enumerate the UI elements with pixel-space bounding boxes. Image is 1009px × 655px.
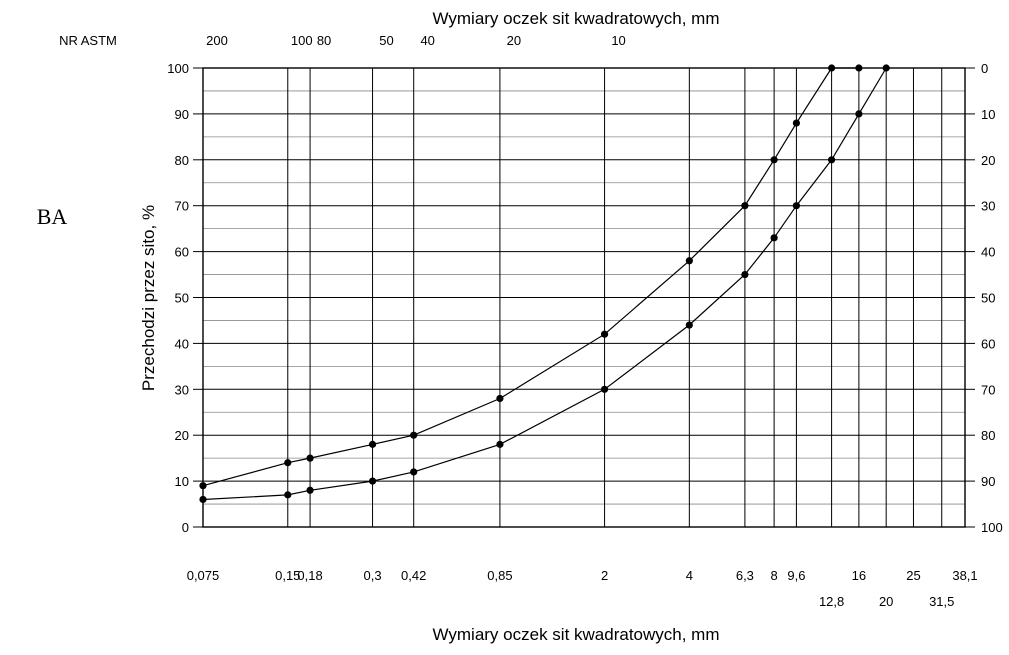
astm-tick-label: 80 [317, 33, 331, 48]
data-point [770, 156, 778, 164]
data-point [496, 440, 504, 448]
y-tick-label: 10 [175, 474, 189, 489]
series-layer [199, 64, 890, 504]
side-label: BA [37, 204, 68, 229]
y-tick-label: 100 [167, 61, 189, 76]
y-tick-label: 50 [175, 291, 189, 306]
data-point [410, 431, 418, 439]
x-tick-label: 0,075 [187, 568, 220, 583]
y-tick-label: 40 [175, 336, 189, 351]
y-right-tick-label: 10 [981, 107, 995, 122]
x-tick-label: 0,15 [275, 568, 300, 583]
data-point [827, 64, 836, 72]
y-right-tick-label: 70 [981, 382, 995, 397]
data-point [199, 482, 207, 490]
data-point [741, 202, 749, 210]
chart-title: Wymiary oczek sit kwadratowych, mm [432, 9, 719, 28]
data-point [284, 491, 292, 499]
x-tick-label: 0,85 [487, 568, 512, 583]
x-tick-label: 9,6 [787, 568, 805, 583]
data-point [306, 454, 314, 462]
y-tick-label: 30 [175, 382, 189, 397]
y-tick-label: 20 [175, 428, 189, 443]
y-tick-label: 60 [175, 245, 189, 260]
plot-frame [202, 67, 966, 528]
data-point [496, 394, 504, 403]
y-tick-label: 70 [175, 199, 189, 214]
data-point [306, 486, 314, 494]
y-right-tick-label: 80 [981, 428, 995, 443]
x-tick-label: 0,42 [401, 568, 426, 583]
data-point [827, 156, 836, 164]
astm-tick-label: 40 [420, 33, 434, 48]
data-point [368, 477, 377, 485]
y-right-tick-label: 60 [981, 336, 995, 351]
x-tick-label: 25 [906, 568, 920, 583]
data-point [685, 321, 693, 329]
data-point [368, 440, 377, 448]
y-right-tick-label: 40 [981, 245, 995, 260]
x-tick-label: 4 [686, 568, 693, 583]
data-point [882, 64, 890, 72]
data-point [741, 270, 749, 279]
x-tick-label-row2: 12,8 [819, 594, 844, 609]
astm-tick-label: 20 [507, 33, 521, 48]
y-right-tick-label: 30 [981, 199, 995, 214]
data-point [855, 110, 863, 118]
data-point [600, 330, 609, 338]
data-point [410, 468, 418, 476]
x-tick-label-row2: 20 [879, 594, 893, 609]
data-point [199, 495, 207, 504]
data-point [284, 459, 292, 467]
data-point [685, 257, 693, 265]
x-tick-label: 2 [601, 568, 608, 583]
y-tick-label: 0 [182, 520, 189, 535]
x-axis-label: Wymiary oczek sit kwadratowych, mm [432, 625, 719, 644]
x-tick-label: 38,1 [952, 568, 977, 583]
data-point [855, 64, 863, 72]
data-point [792, 119, 801, 127]
y-right-tick-label: 100 [981, 520, 1003, 535]
y-axis-label: Przechodzi przez sito, % [139, 205, 158, 391]
y-tick-label: 90 [175, 107, 189, 122]
y-right-tick-label: 0 [981, 61, 988, 76]
x-tick-label: 8 [770, 568, 777, 583]
series-line-1 [202, 67, 859, 487]
x-tick-label-row2: 31,5 [929, 594, 954, 609]
y-right-tick-label: 20 [981, 153, 995, 168]
astm-tick-label: 10 [611, 33, 625, 48]
x-tick-label: 6,3 [736, 568, 754, 583]
astm-tick-label: 100 [291, 33, 313, 48]
x-tick-label: 0,18 [297, 568, 322, 583]
y-right-tick-label: 90 [981, 474, 995, 489]
astm-tick-label: 50 [379, 33, 393, 48]
x-tick-label: 0,3 [364, 568, 382, 583]
astm-row-label: NR ASTM [59, 33, 117, 48]
x-tick-label: 16 [852, 568, 866, 583]
series-line-2 [202, 67, 887, 501]
y-tick-label: 80 [175, 153, 189, 168]
data-point [600, 385, 609, 393]
y-right-tick-label: 50 [981, 291, 995, 306]
astm-tick-label: 200 [206, 33, 228, 48]
data-point [770, 234, 778, 242]
data-point [792, 202, 801, 210]
